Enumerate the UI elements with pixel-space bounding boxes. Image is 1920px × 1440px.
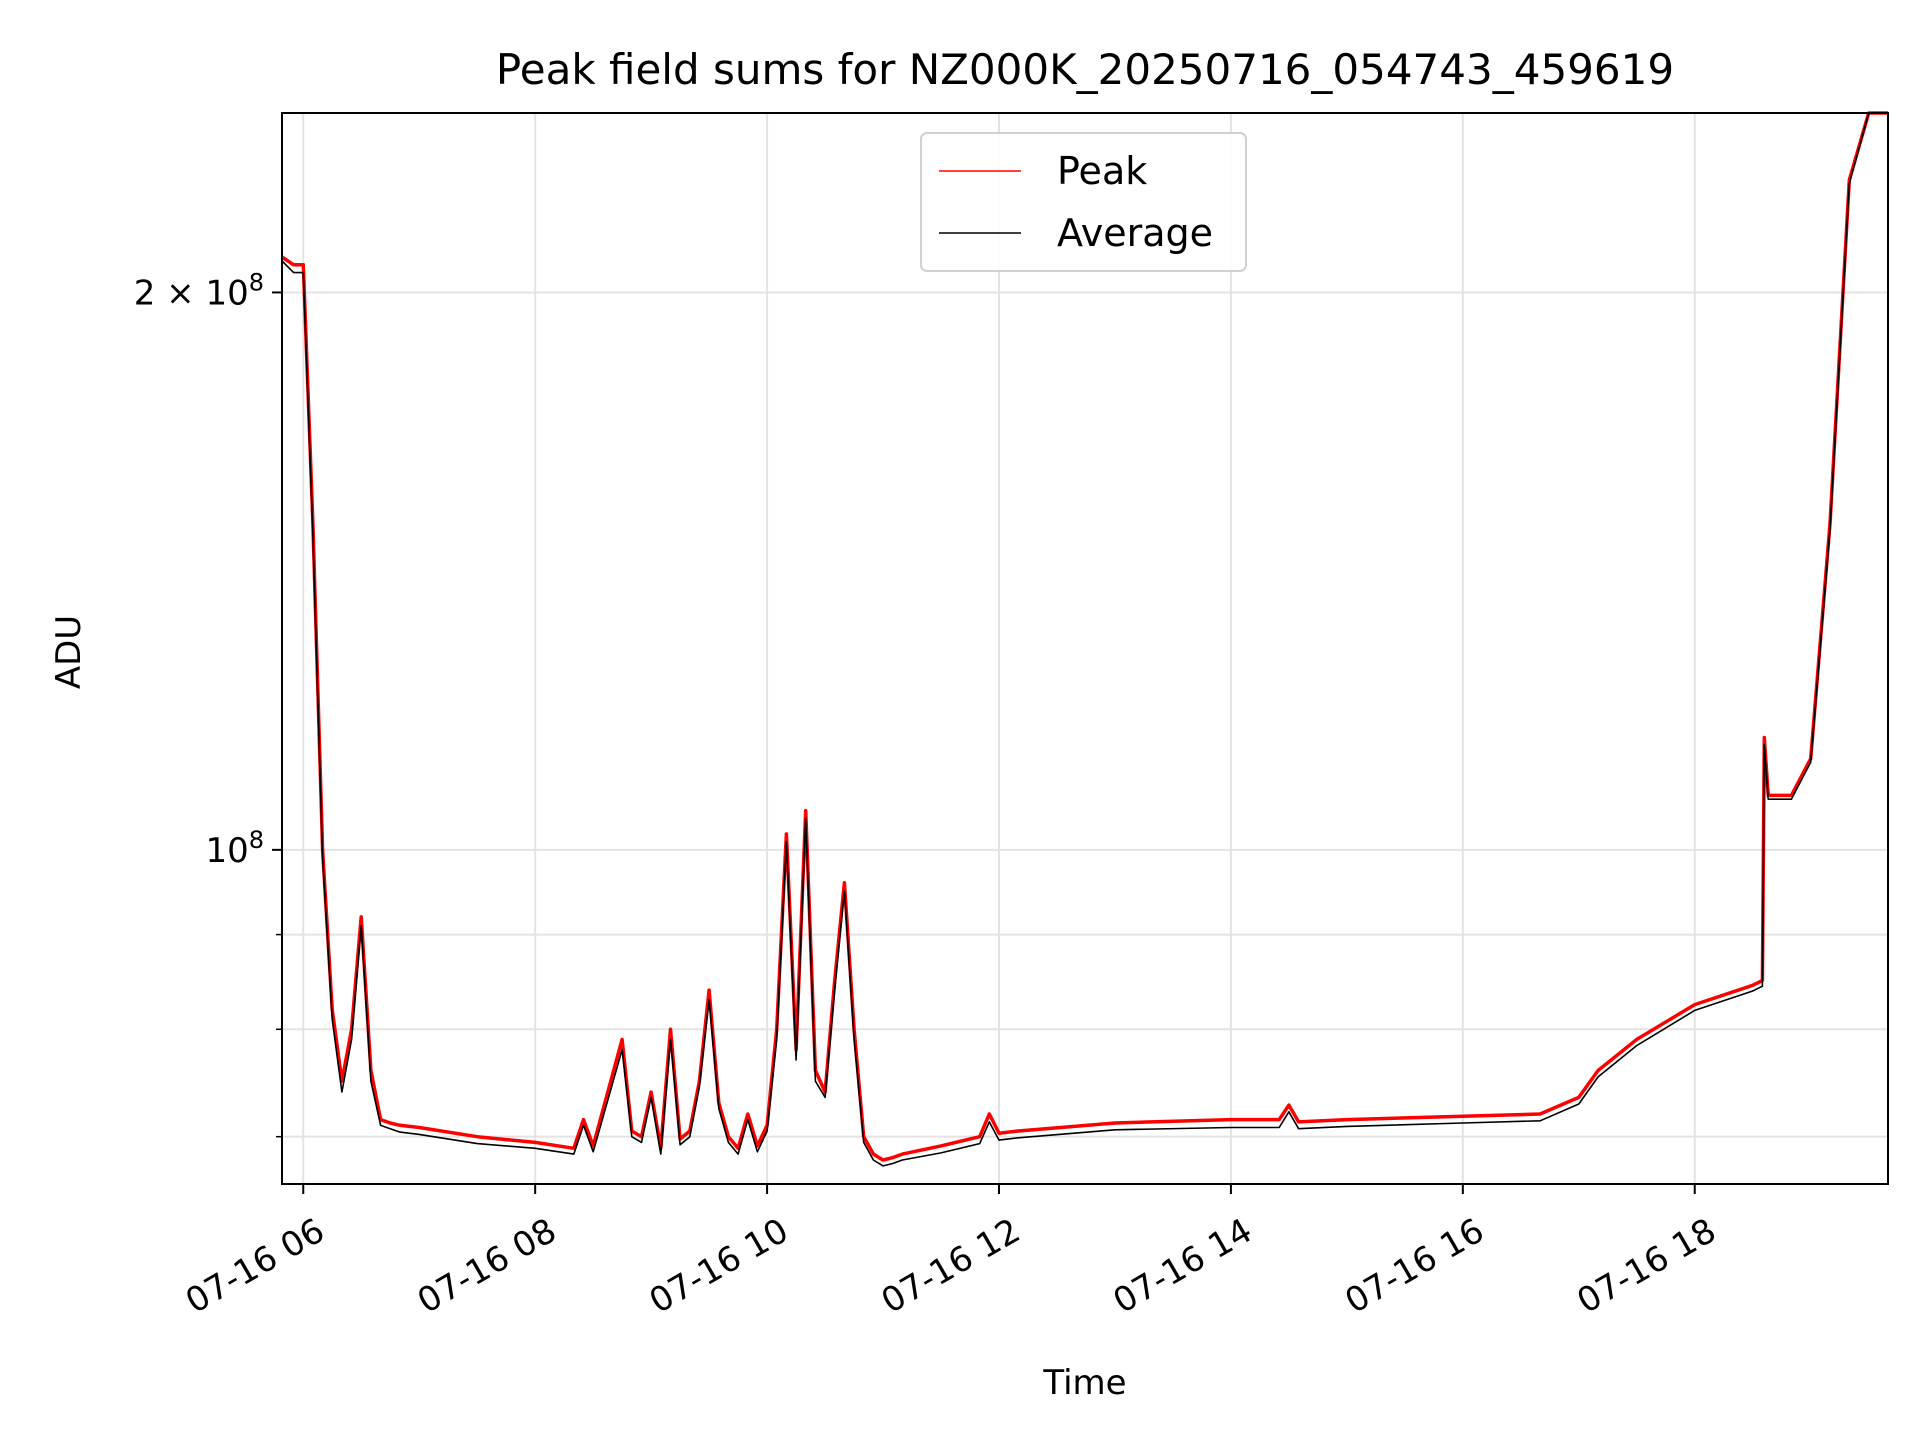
- x-axis-label: Time: [1042, 1363, 1126, 1403]
- y-tick-base: 10: [205, 831, 248, 871]
- y-tick-label: 108: [205, 826, 264, 871]
- y-tick-mantissa: 2 ×: [134, 273, 206, 313]
- chart-title: Peak field sums for NZ000K_20250716_0547…: [496, 45, 1674, 94]
- y-tick-exponent: 8: [249, 826, 264, 854]
- plot-frame: [281, 112, 1889, 1185]
- legend-label-peak: Peak: [1057, 149, 1147, 193]
- plot-area: [281, 111, 1888, 1167]
- legend: Peak Average: [920, 132, 1247, 272]
- series-line-average: [281, 112, 1888, 1167]
- y-tick-exponent: 8: [249, 268, 264, 296]
- legend-box: [920, 132, 1247, 272]
- grid: [282, 113, 1888, 1184]
- y-tick-base: 10: [205, 273, 248, 313]
- y-tick-label: 2 × 108: [134, 268, 264, 313]
- y-axis-label: ADU: [49, 615, 89, 689]
- legend-label-average: Average: [1057, 211, 1213, 255]
